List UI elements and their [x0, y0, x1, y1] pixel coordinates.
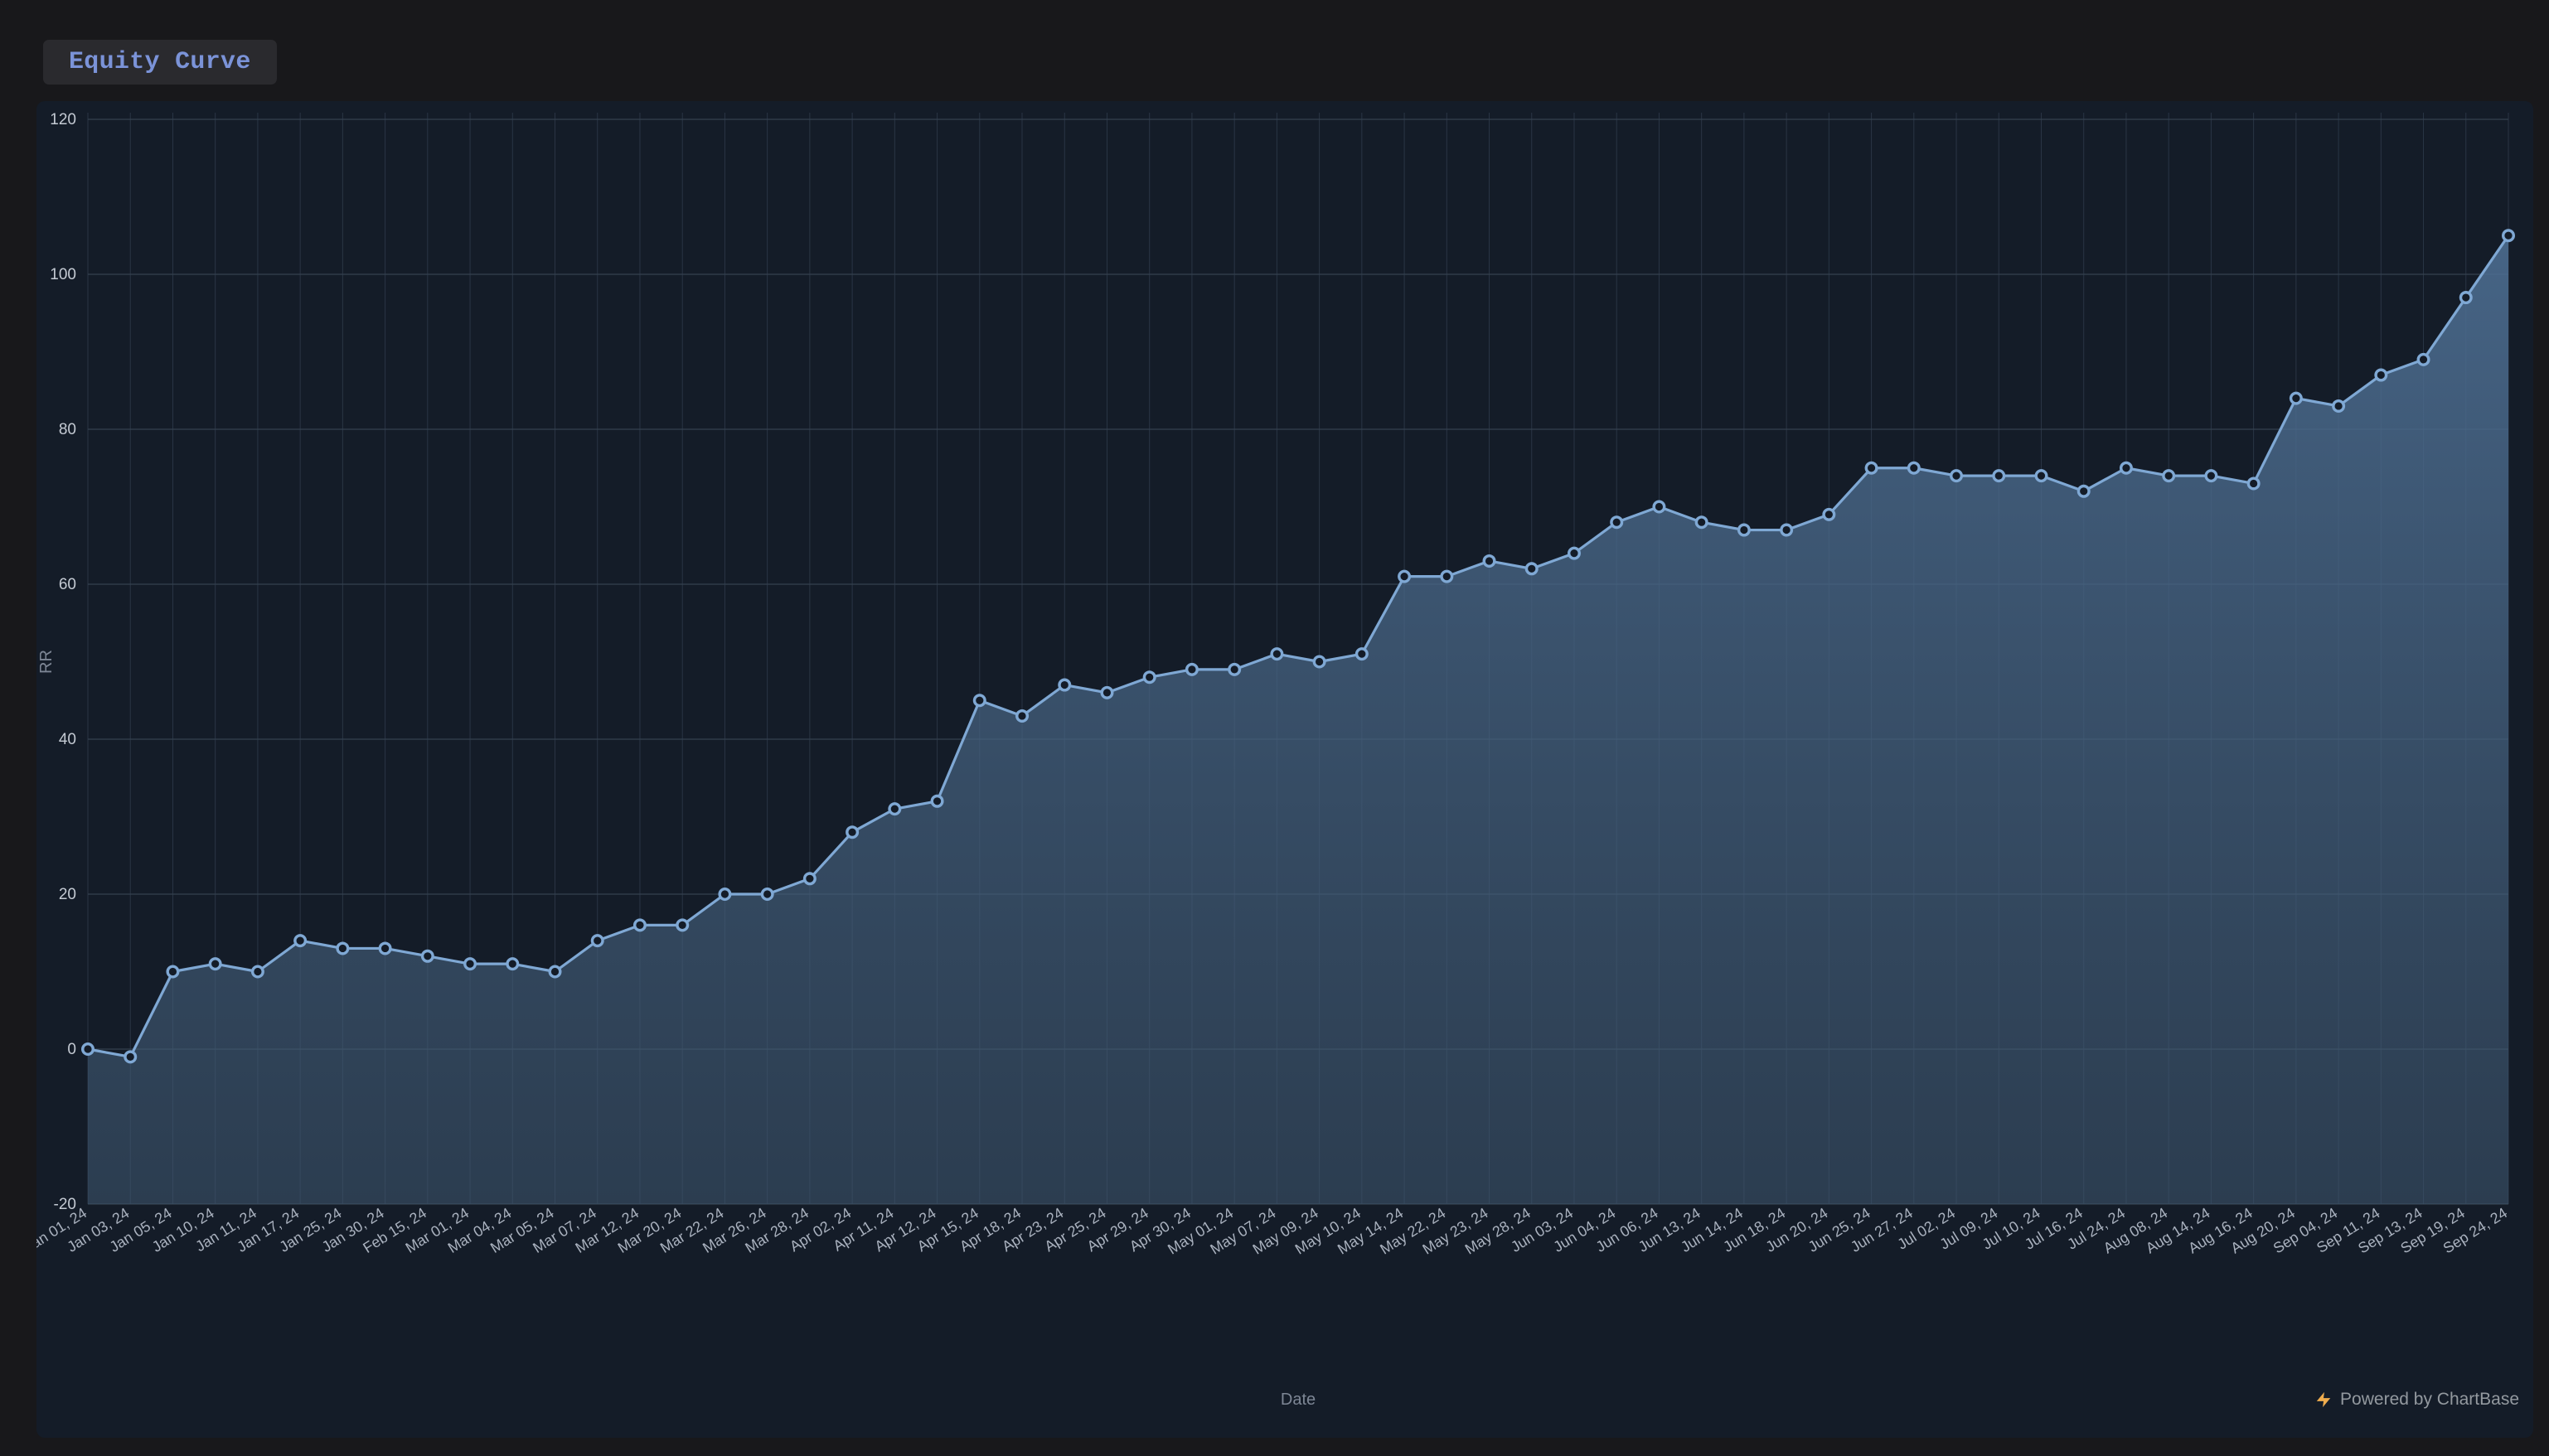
svg-text:20: 20 — [59, 886, 76, 903]
svg-text:40: 40 — [59, 731, 76, 748]
svg-text:0: 0 — [67, 1041, 76, 1058]
svg-text:120: 120 — [50, 111, 76, 128]
svg-text:60: 60 — [59, 576, 76, 593]
svg-text:80: 80 — [59, 421, 76, 438]
svg-text:RR: RR — [37, 650, 56, 674]
svg-text:100: 100 — [50, 266, 76, 283]
